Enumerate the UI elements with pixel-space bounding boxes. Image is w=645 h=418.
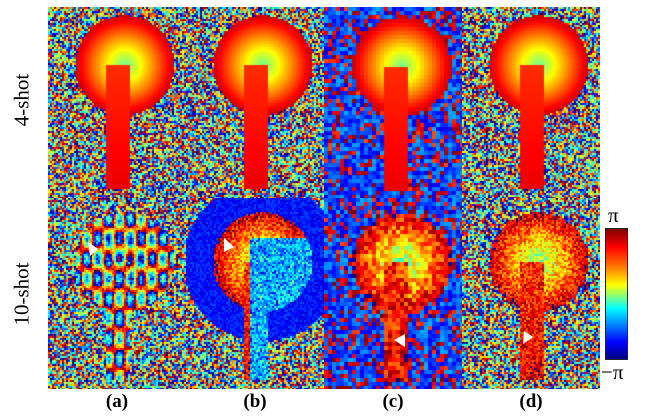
panel-4-shot-a (48, 7, 186, 198)
panel-image (324, 198, 462, 389)
arrowhead-overlay (88, 238, 533, 347)
panel-image (48, 198, 186, 389)
column-label-d: (d) (519, 391, 543, 412)
phase-colorbar (605, 228, 628, 360)
column-label-b: (b) (243, 391, 267, 412)
panel-10-shot-b (186, 198, 324, 389)
row-label-10-shot-text: 10-shot (9, 262, 34, 326)
panel-10-shot-c (324, 198, 462, 389)
panel-image (462, 198, 600, 389)
panel-image (48, 7, 186, 198)
panel-10-shot-a (48, 198, 186, 389)
row-label-4-shot-text: 4-shot (9, 73, 34, 127)
panel-image (462, 7, 600, 198)
column-label-c: (c) (382, 391, 404, 412)
panel-image (186, 198, 324, 389)
phase-image-grid (48, 7, 600, 389)
column-label-a: (a) (105, 391, 129, 412)
panel-image (324, 7, 462, 198)
panel-10-shot-d (462, 198, 600, 389)
panel-4-shot-b (186, 7, 324, 198)
arrowhead-marker (394, 334, 405, 347)
colorbar-min-label: −π (601, 360, 624, 384)
arrowhead-marker (523, 331, 533, 344)
panel-image (186, 7, 324, 198)
panel-4-shot-c (324, 7, 462, 198)
panel-4-shot-d (462, 7, 600, 198)
colorbar-max-label: π (608, 203, 619, 227)
arrowhead-marker (88, 242, 98, 256)
arrowhead-marker (224, 238, 234, 252)
